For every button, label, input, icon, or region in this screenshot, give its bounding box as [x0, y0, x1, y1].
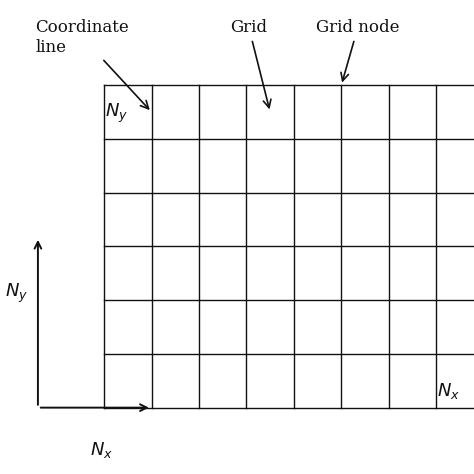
Text: Coordinate
line: Coordinate line [36, 19, 148, 109]
Text: $N_x$: $N_x$ [437, 381, 460, 401]
Text: $N_y$: $N_y$ [105, 102, 128, 125]
Text: Grid: Grid [230, 19, 271, 108]
Text: $N_y$: $N_y$ [5, 283, 28, 305]
Text: $N_x$: $N_x$ [91, 440, 113, 460]
Text: Grid node: Grid node [316, 19, 400, 81]
